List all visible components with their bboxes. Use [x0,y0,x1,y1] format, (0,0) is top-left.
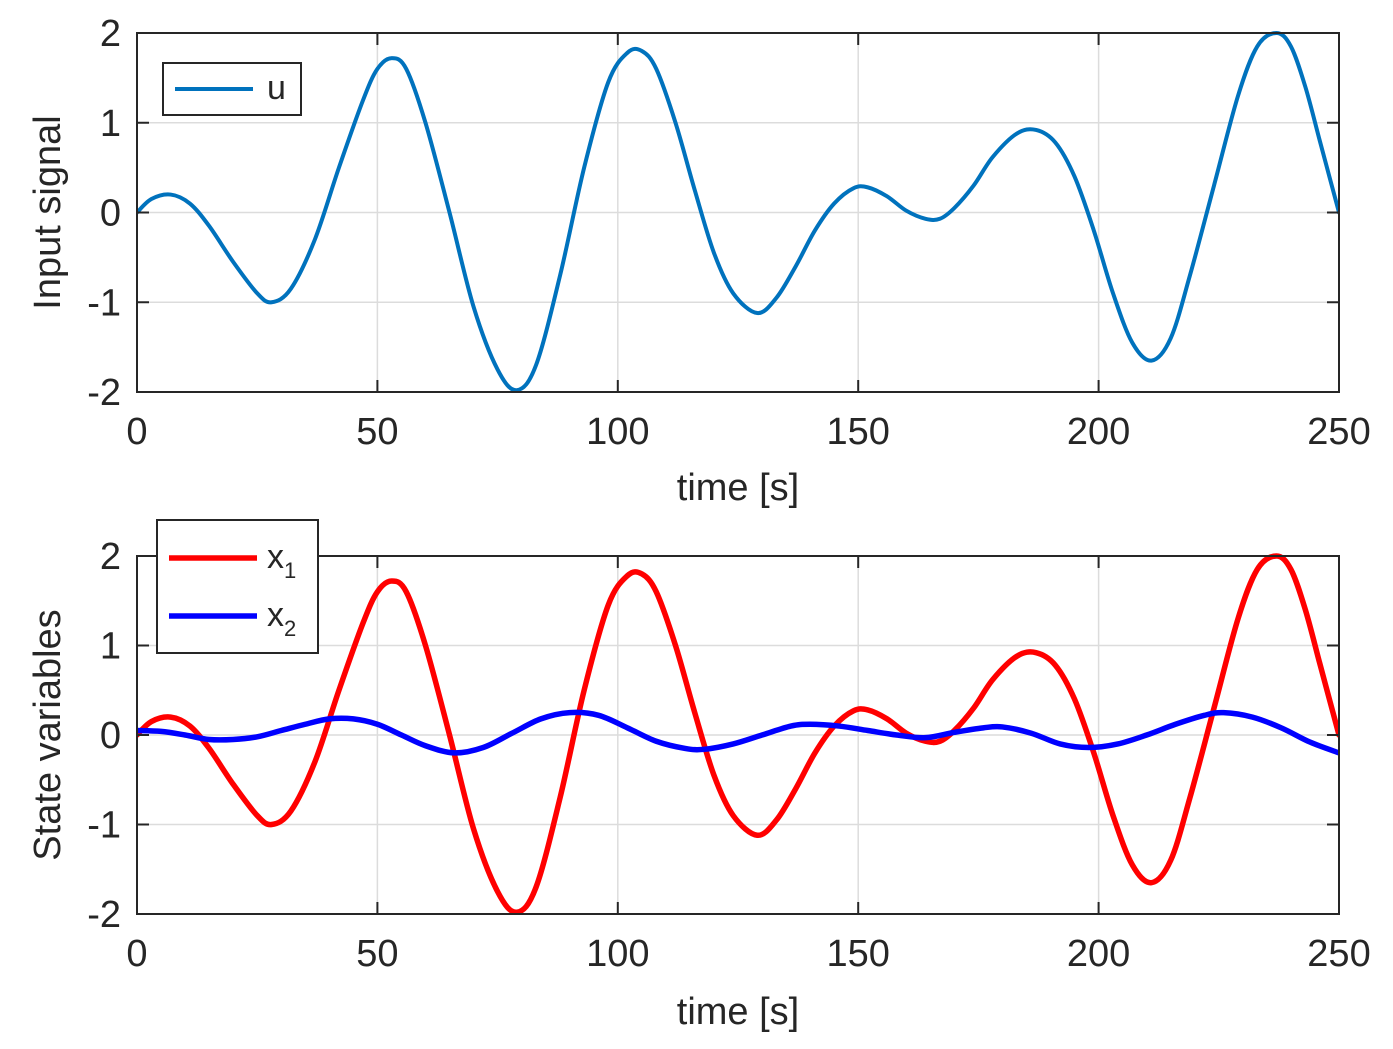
y-tick-label--2: -2 [87,894,121,936]
x-tick-label-100: 100 [586,933,649,975]
y-tick-label-1: 1 [100,626,121,668]
y-axis-label-input-signal: Input signal [27,115,69,309]
x-tick-label-250: 250 [1307,411,1370,453]
legend-box-state-variables [156,519,319,654]
y-tick-label-2: 2 [100,536,121,578]
x-tick-label-100: 100 [586,411,649,453]
plot-area-input-signal [137,31,1339,393]
subplot-state-variables: 0 50 100 150 200 250 -2 -1 0 1 2 time [s] State va… [27,519,1371,1033]
legend-label-x2-sub: 2 [284,616,296,641]
legend-label-x1-main: x [267,538,284,576]
legend-state-variables: x1 x2 [156,519,319,654]
ticks-state-variables: 0 50 100 150 200 250 -2 -1 0 1 2 [87,536,1371,975]
plot-area-state-variables [137,553,1339,915]
x-axis-label-input-signal: time [s] [677,467,799,509]
legend-label-x2-main: x [267,596,284,634]
x-tick-label-0: 0 [126,411,147,453]
subplot-input-signal: 0 50 100 150 200 250 -2 -1 0 1 2 time [s] Input si… [27,13,1371,509]
legend-label-x2: x2 [267,596,296,641]
legend-label-u: u [267,69,286,107]
x-tick-label-150: 150 [826,411,889,453]
y-tick-label-1: 1 [100,103,121,145]
legend-label-x1-sub: 1 [284,558,296,583]
y-tick-label-0: 0 [100,715,121,757]
legend-input-signal: u [162,62,302,116]
x-tick-label-250: 250 [1307,933,1370,975]
x-tick-label-200: 200 [1067,411,1130,453]
x-tick-label-0: 0 [126,933,147,975]
ticks-input-signal: 0 50 100 150 200 250 -2 -1 0 1 2 [87,13,1371,453]
y-tick-label--1: -1 [87,805,121,847]
x-tick-label-150: 150 [826,933,889,975]
y-tick-label--1: -1 [87,282,121,324]
series-line-x2-state-variables [137,709,1339,756]
x-axis-label-state-variables: time [s] [677,991,799,1033]
y-tick-label-2: 2 [100,13,121,55]
series-line-x1-state-variables [137,553,1339,915]
y-axis-label-state-variables: State variables [27,609,69,860]
x-tick-label-200: 200 [1067,933,1130,975]
y-tick-label--2: -2 [87,372,121,414]
y-tick-label-0: 0 [100,193,121,235]
x-tick-label-50: 50 [356,933,398,975]
x-tick-label-50: 50 [356,411,398,453]
legend-label-x1: x1 [267,538,296,583]
series-line-u-input-signal [137,31,1339,393]
